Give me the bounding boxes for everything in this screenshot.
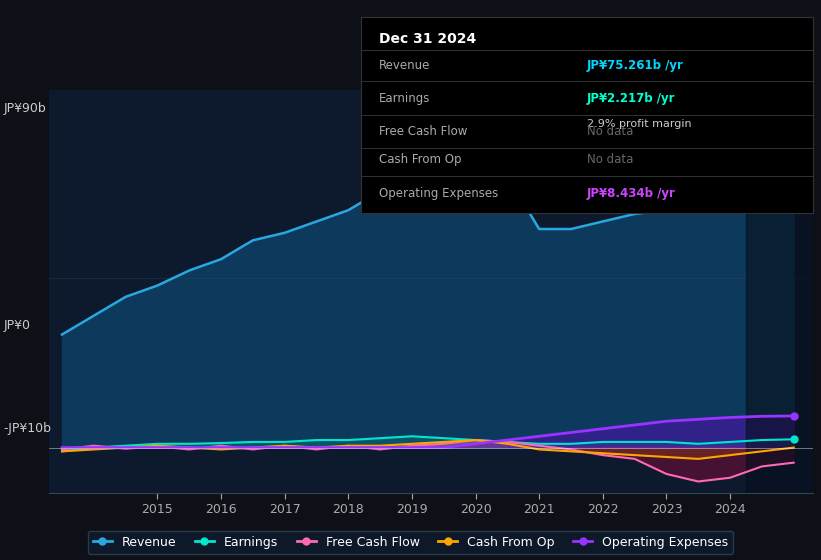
Text: Earnings: Earnings [379, 92, 431, 105]
Text: JP¥8.434b /yr: JP¥8.434b /yr [587, 186, 676, 200]
Text: Revenue: Revenue [379, 59, 431, 72]
Text: JP¥75.261b /yr: JP¥75.261b /yr [587, 59, 684, 72]
Text: No data: No data [587, 153, 633, 166]
Text: Free Cash Flow: Free Cash Flow [379, 125, 468, 138]
Text: -JP¥10b: -JP¥10b [3, 422, 52, 435]
Text: JP¥90b: JP¥90b [3, 102, 46, 115]
Text: Cash From Op: Cash From Op [379, 153, 461, 166]
Text: Dec 31 2024: Dec 31 2024 [379, 32, 476, 46]
Text: JP¥2.217b /yr: JP¥2.217b /yr [587, 92, 676, 105]
Text: JP¥0: JP¥0 [3, 319, 30, 332]
Bar [746, 90, 813, 493]
Text: No data: No data [587, 125, 633, 138]
Text: 2.9% profit margin: 2.9% profit margin [587, 119, 691, 129]
Text: Operating Expenses: Operating Expenses [379, 186, 498, 200]
Legend: Revenue, Earnings, Free Cash Flow, Cash From Op, Operating Expenses: Revenue, Earnings, Free Cash Flow, Cash … [88, 531, 733, 554]
